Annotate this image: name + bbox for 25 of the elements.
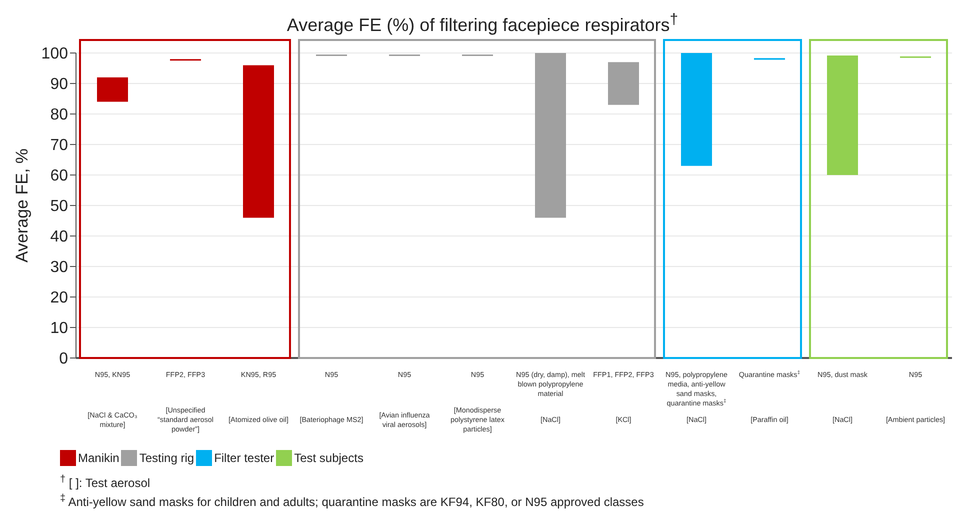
y-tick-label: 40 [50, 228, 68, 246]
y-tick-label: 60 [50, 168, 68, 185]
y-axis-title: Average FE, % [12, 148, 32, 263]
bar [243, 65, 274, 218]
y-tick-label: 10 [50, 320, 68, 338]
y-tick-label: 80 [50, 106, 68, 124]
bar [827, 55, 858, 175]
legend-label: Filter tester [213, 450, 274, 466]
legend-label: Testing rig [138, 450, 194, 466]
bar [681, 53, 712, 166]
y-tick-label: 70 [50, 137, 68, 154]
y-tick-label: 100 [41, 46, 68, 63]
y-tick-label: 20 [50, 290, 68, 307]
chart-title: Average FE (%) of filtering facepiece respirators$^{†}$ [286, 10, 680, 36]
text: $^{†}$ [ ]: Test aerosol [59, 473, 152, 491]
y-tick-label: 30 [50, 259, 68, 276]
bar [535, 53, 566, 218]
bar [608, 62, 639, 105]
legend-label: Test subjects [293, 450, 364, 466]
legend-label: Manikin [77, 450, 120, 466]
text: $^{‡}$ Anti-yellow sand masks for children and adults; quarantine masks are KF94, KF80, or N95 approved classes [59, 492, 645, 510]
y-tick-label: 90 [50, 76, 68, 94]
y-tick-label: 0 [59, 350, 68, 368]
y-tick-label: 50 [50, 198, 68, 216]
bar [97, 77, 128, 102]
